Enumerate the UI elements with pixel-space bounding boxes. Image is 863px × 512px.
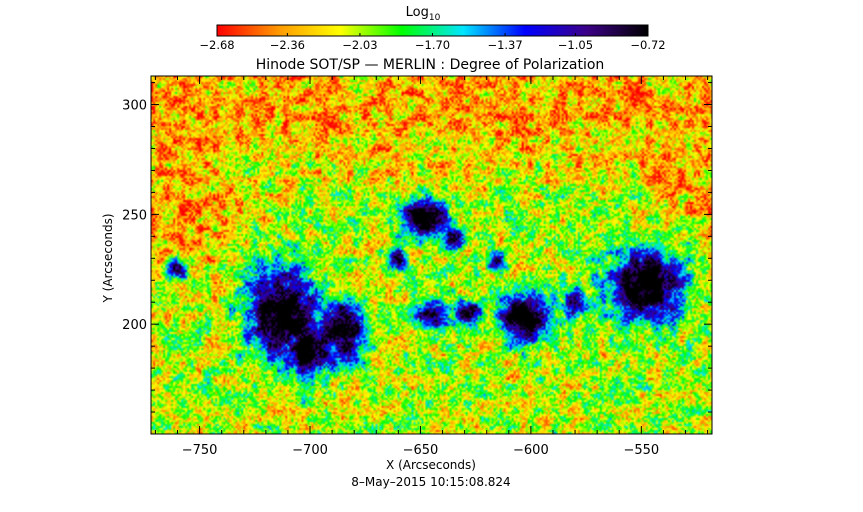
x-axis-label: X (Arcseconds) <box>386 458 476 472</box>
y-tick-label: 250 <box>122 208 147 223</box>
plot-frame <box>150 75 713 435</box>
x-tick-label: −750 <box>182 443 218 458</box>
colorbar-tick-label: −1.37 <box>487 38 522 52</box>
y-axis-label: Y (Arcseconds) <box>101 213 115 303</box>
x-tick-label: −550 <box>623 443 659 458</box>
y-tick-label: 200 <box>122 318 147 333</box>
x-axis-ticks: −750 −700 −650 −600 −550 <box>154 76 709 458</box>
colorbar-tick-label: −2.03 <box>342 38 377 52</box>
y-axis-ticks: 200 250 300 <box>122 82 712 435</box>
colorbar-tick-label: −1.70 <box>415 38 450 52</box>
colorbar-ticks: −2.68 −2.36 −2.03 −1.70 −1.37 −1.05 −0.72 <box>199 33 666 52</box>
colorbar-label: Log10 <box>406 5 441 23</box>
x-tick-label: −600 <box>513 443 549 458</box>
colorbar-tick-label: −2.36 <box>270 38 305 52</box>
x-tick-label: −650 <box>403 443 439 458</box>
y-tick-label: 300 <box>122 99 147 114</box>
chart-title: Hinode SOT/SP — MERLIN : Degree of Polar… <box>256 57 605 73</box>
colorbar-tick-label: −1.05 <box>558 38 593 52</box>
observation-timestamp: 8–May–2015 10:15:08.824 <box>351 475 510 489</box>
plot-area <box>151 76 712 434</box>
colorbar-tick-label: −2.68 <box>199 38 234 52</box>
x-tick-label: −700 <box>292 443 328 458</box>
colorbar-tick-label: −0.72 <box>630 38 665 52</box>
polarization-heatmap <box>151 76 712 434</box>
